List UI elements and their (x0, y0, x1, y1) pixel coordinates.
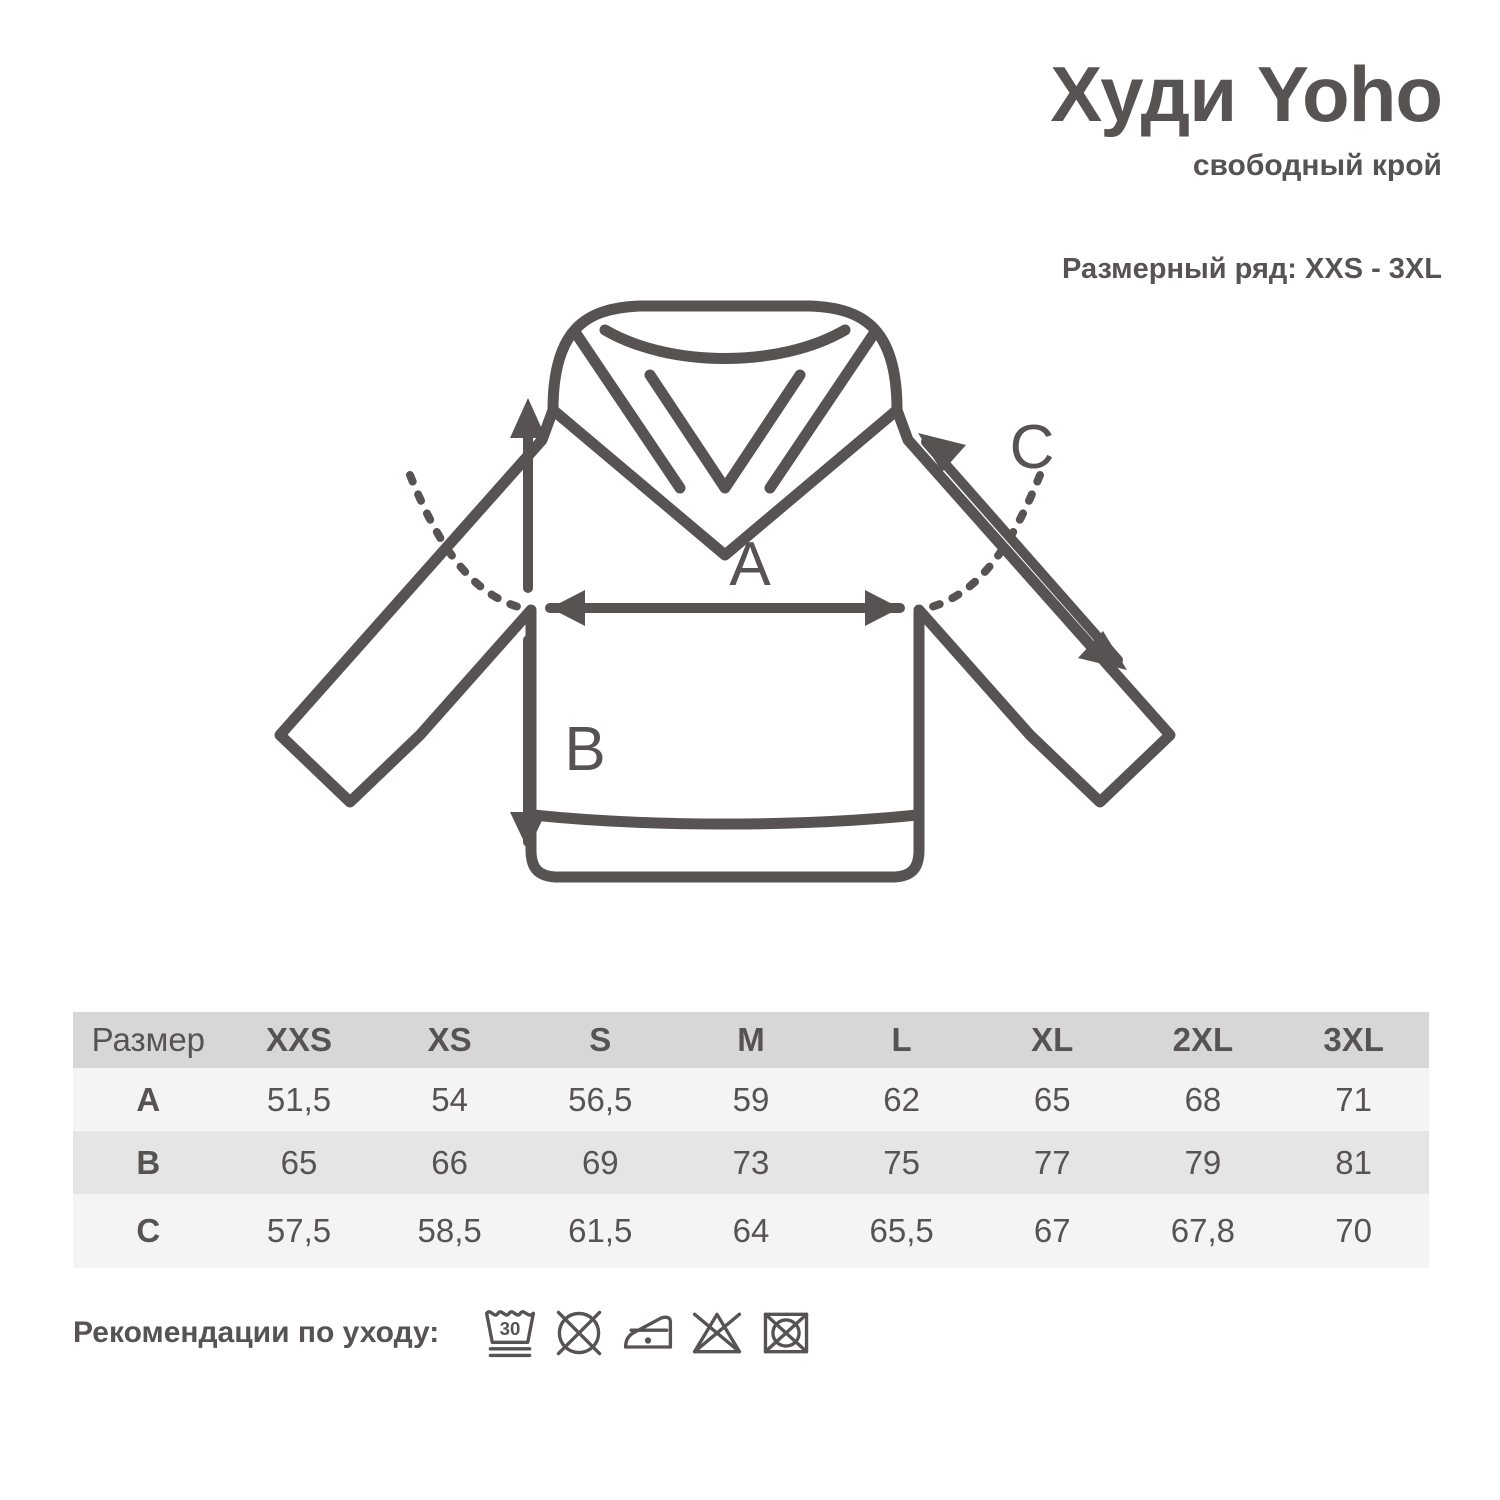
cell-b-xxs: 65 (280, 1143, 318, 1181)
iron-low-heat-icon (624, 1315, 673, 1349)
do-not-bleach-icon (557, 1310, 602, 1356)
table-row: C 57,5 58,5 61,5 64 65,5 67 67,8 70 (73, 1194, 1429, 1268)
cell-b-s: 69 (581, 1143, 619, 1181)
cell-c-3xl: 70 (1335, 1212, 1372, 1249)
measure-a-arrow (545, 590, 905, 626)
cell-b-m: 73 (732, 1143, 770, 1181)
cell-a-xxs: 51,5 (266, 1080, 332, 1118)
cell-a-xl: 65 (1033, 1080, 1071, 1118)
care-icons-group: 30 (482, 1305, 814, 1361)
header-cell-s: S (589, 1021, 612, 1058)
row-label-c: C (136, 1212, 161, 1249)
hood-front-panel (644, 369, 806, 494)
header-cell-m: M (737, 1021, 765, 1058)
product-subtitle: свободный крой (1192, 149, 1442, 182)
header-cell-size-label: Размер (91, 1021, 206, 1058)
cell-b-l: 75 (883, 1143, 920, 1181)
iron-dot-icon (645, 1337, 652, 1344)
label-a: A (729, 530, 771, 599)
wash-30-delicate-icon: 30 (485, 1310, 536, 1358)
cell-b-2xl: 79 (1184, 1143, 1222, 1181)
cell-b-xl: 77 (1033, 1143, 1071, 1181)
header-cell-3xl: 3XL (1323, 1021, 1384, 1058)
hood-outer-path (547, 300, 903, 416)
cell-a-l: 62 (883, 1080, 920, 1118)
measure-c-arrow (918, 433, 1127, 670)
label-c: C (1010, 413, 1055, 482)
size-table-header: Размер XXS XS S M L XL 2XL 3XL (73, 1012, 1429, 1068)
cell-a-xs: 54 (431, 1080, 468, 1118)
hood-inner-arc (599, 324, 851, 364)
cell-a-2xl: 68 (1184, 1080, 1222, 1118)
cell-a-m: 59 (732, 1080, 770, 1118)
label-b: B (564, 715, 605, 784)
size-table: Размер XXS XS S M L XL 2XL 3XL A 51,5 54… (73, 1012, 1429, 1268)
wash-temperature-value: 30 (500, 1318, 521, 1339)
cell-c-xxs: 57,5 (266, 1212, 332, 1249)
measure-b-arrow (510, 635, 546, 850)
cell-a-s: 56,5 (568, 1080, 633, 1118)
care-instructions-row: Рекомендации по уходу: 30 (73, 1305, 814, 1361)
header-cell-xl: XL (1031, 1021, 1074, 1058)
size-table-body: A 51,5 54 56,5 59 62 65 68 71 B 65 66 69… (73, 1068, 1429, 1268)
header-cell-xxs: XXS (265, 1021, 332, 1058)
cell-c-xs: 58,5 (417, 1212, 482, 1249)
cell-c-s: 61,5 (568, 1212, 633, 1249)
cell-b-xs: 66 (431, 1143, 468, 1181)
header-cell-2xl: 2XL (1172, 1021, 1234, 1058)
armhole-dotted-left (406, 471, 535, 614)
hood-lining-left (569, 326, 686, 494)
table-header-row: Размер XXS XS S M L XL 2XL 3XL (73, 1012, 1429, 1068)
neckline-v-path (547, 404, 903, 561)
cell-c-l: 65,5 (869, 1212, 934, 1249)
size-table-container: Размер XXS XS S M L XL 2XL 3XL A 51,5 54… (73, 1012, 1429, 1268)
table-row: B 65 66 69 73 75 77 79 81 (73, 1131, 1429, 1194)
table-row: A 51,5 54 56,5 59 62 65 68 71 (73, 1068, 1429, 1131)
cell-b-3xl: 81 (1335, 1143, 1372, 1181)
row-label-b: B (136, 1143, 161, 1181)
header-cell-l: L (891, 1021, 912, 1058)
cell-a-3xl: 71 (1335, 1080, 1372, 1118)
page-title: Худи Yoho (1050, 50, 1443, 138)
hoodie-illustration: A B C (250, 270, 1200, 890)
do-not-dry-clean-icon (693, 1312, 742, 1354)
row-label-a: A (136, 1080, 161, 1118)
armhole-dotted-right (915, 471, 1044, 614)
care-instructions-label: Рекомендации по уходу: (73, 1316, 440, 1349)
hood-lining-right (764, 326, 881, 494)
header-block: Худи Yoho свободный крой (1050, 50, 1443, 182)
size-range-text: Размерный ряд: XXS - 3XL (1062, 253, 1442, 285)
cell-c-xl: 67 (1033, 1212, 1071, 1249)
measure-b-upper-arrow (510, 398, 546, 593)
waistband-line (527, 809, 923, 830)
cell-c-2xl: 67,8 (1170, 1212, 1236, 1249)
do-not-tumble-dry-icon (764, 1312, 809, 1354)
header-cell-xs: XS (427, 1021, 472, 1058)
cell-c-m: 64 (732, 1212, 770, 1249)
